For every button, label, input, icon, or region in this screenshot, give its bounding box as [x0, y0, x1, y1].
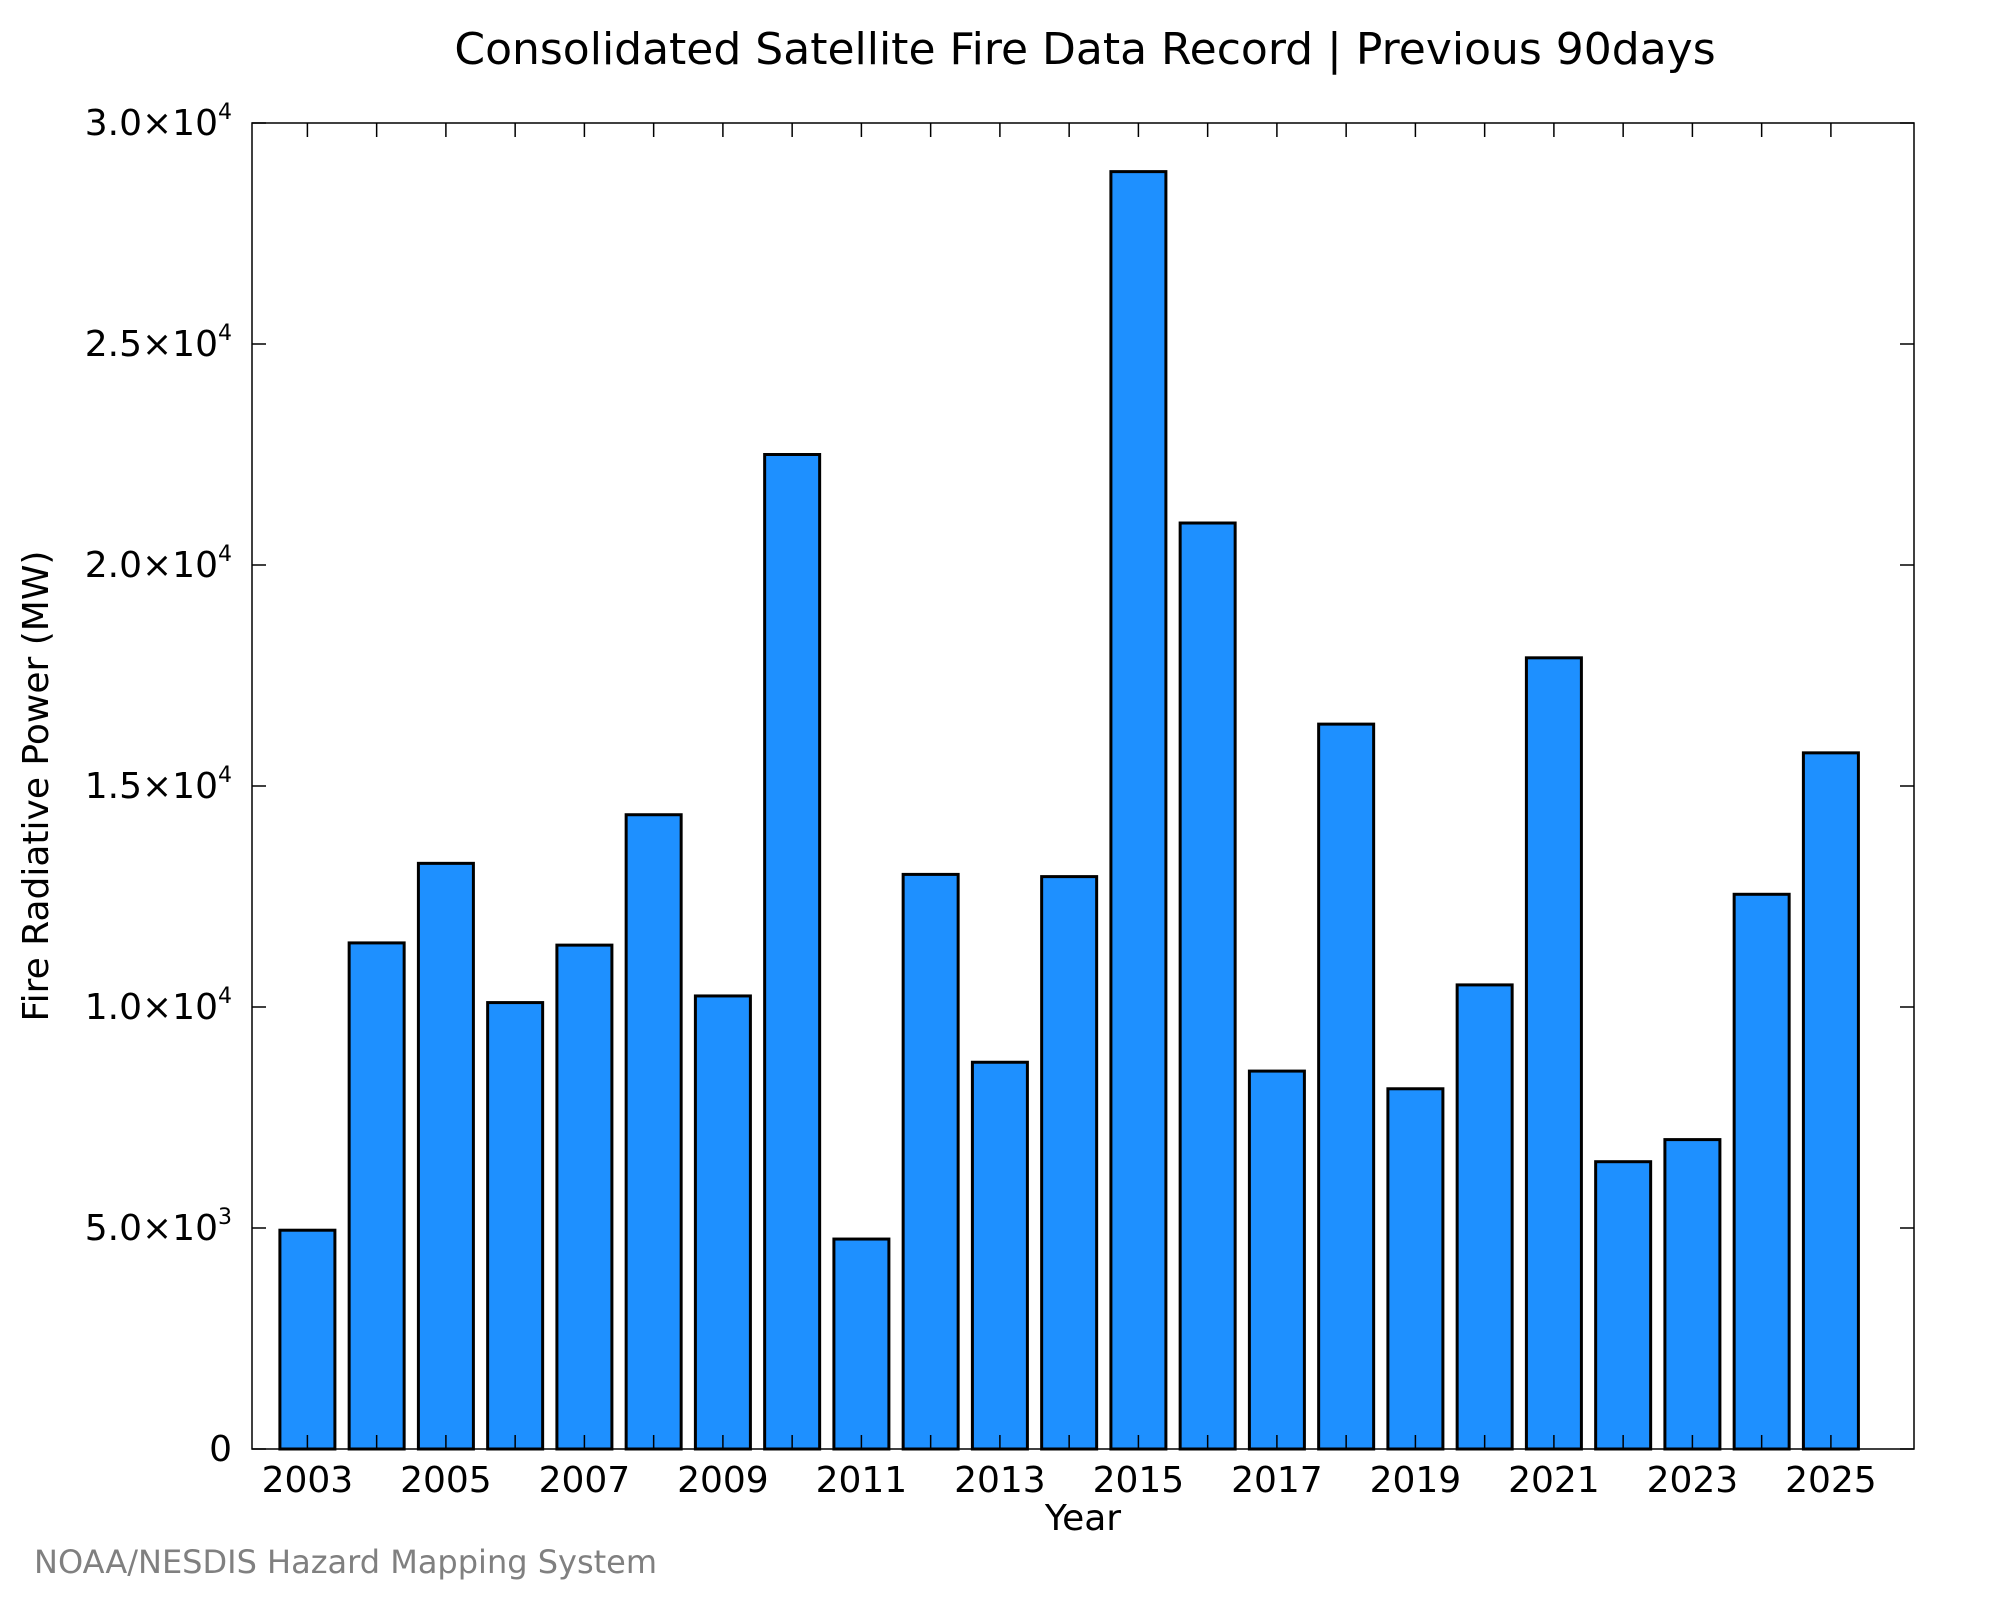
bar-2011 — [832, 1237, 891, 1451]
x-tick-label-2015: 2015 — [1093, 1460, 1185, 1501]
x-tick-label-2009: 2009 — [677, 1460, 769, 1501]
y-tick-label-0: 0 — [209, 1429, 232, 1470]
bar-2023 — [1663, 1138, 1722, 1451]
bar-2006 — [486, 1001, 545, 1451]
x-tick-label-2005: 2005 — [400, 1460, 492, 1501]
y-axis-ticks: 0 5.0×103 1.0×104 1.5×104 2.0×104 2.5×104 3.0×… — [85, 100, 1914, 1470]
x-axis-label: Year — [1044, 1498, 1121, 1539]
bar-2012 — [901, 872, 960, 1451]
x-tick-label-2007: 2007 — [539, 1460, 631, 1501]
y-tick-label-20000: 2.0×104 — [85, 542, 232, 586]
chart-title: Consolidated Satellite Fire Data Record … — [454, 24, 1715, 75]
credit-text: NOAA/NESDIS Hazard Mapping System — [34, 1543, 657, 1581]
bars-group — [278, 170, 1860, 1451]
bar-2005 — [416, 861, 475, 1451]
bar-2015 — [1109, 170, 1168, 1451]
bar-2003 — [278, 1228, 337, 1451]
bar-2019 — [1386, 1087, 1445, 1451]
bar-2021 — [1524, 656, 1583, 1451]
x-tick-label-2017: 2017 — [1231, 1460, 1323, 1501]
y-tick-label-5000: 5.0×103 — [85, 1205, 232, 1249]
y-tick-label-15000: 1.5×104 — [85, 763, 232, 807]
bar-2018 — [1317, 722, 1376, 1451]
x-tick-label-2025: 2025 — [1785, 1460, 1877, 1501]
bar-2008 — [624, 813, 683, 1451]
bar-2025 — [1801, 751, 1860, 1451]
bar-2022 — [1594, 1160, 1653, 1451]
bar-2004 — [347, 941, 406, 1451]
bar-2009 — [693, 994, 752, 1451]
x-tick-label-2011: 2011 — [816, 1460, 908, 1501]
bar-2014 — [1040, 875, 1099, 1451]
bar-2010 — [763, 453, 822, 1451]
y-tick-label-25000: 2.5×104 — [85, 321, 232, 365]
bar-2016 — [1178, 521, 1237, 1451]
x-axis-ticks: 2003 2005 2007 2009 2011 2013 2015 2017 2019 2021… — [262, 123, 1877, 1501]
bar-2007 — [555, 943, 614, 1451]
y-axis-label: Fire Radiative Power (MW) — [16, 551, 57, 1022]
y-tick-label-10000: 1.0×104 — [85, 984, 232, 1028]
x-tick-label-2013: 2013 — [954, 1460, 1046, 1501]
bar-2017 — [1247, 1069, 1306, 1451]
bar-2024 — [1732, 892, 1791, 1451]
bar-2013 — [970, 1060, 1029, 1451]
y-tick-label-30000: 3.0×104 — [85, 100, 232, 144]
x-tick-label-2019: 2019 — [1370, 1460, 1462, 1501]
x-tick-label-2023: 2023 — [1647, 1460, 1739, 1501]
x-tick-label-2021: 2021 — [1508, 1460, 1600, 1501]
x-tick-label-2003: 2003 — [262, 1460, 354, 1501]
bar-2020 — [1455, 983, 1514, 1451]
